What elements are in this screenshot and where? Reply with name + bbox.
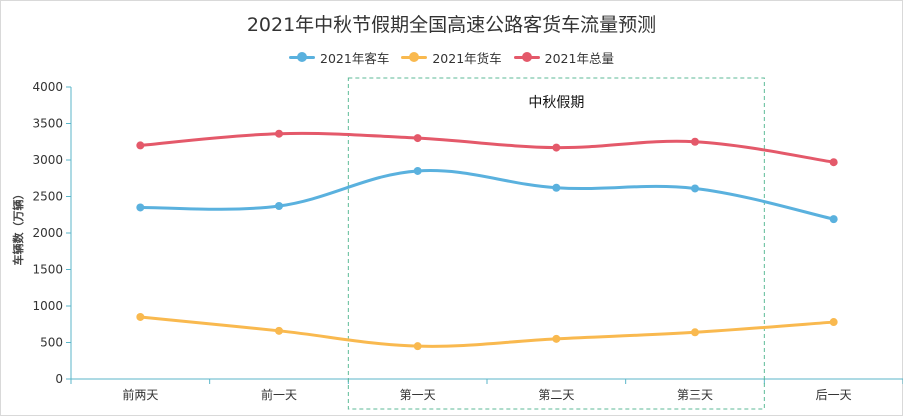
legend-item-truck[interactable]: 2021年货车 <box>401 48 502 67</box>
legend-dot-truck <box>409 52 420 62</box>
legend-dot-bus <box>297 52 308 62</box>
x-tick-label: 第一天 <box>400 388 436 402</box>
data-point-bus <box>829 215 838 224</box>
legend-item-bus[interactable]: 2021年客车 <box>289 48 389 67</box>
data-point-truck <box>136 312 145 321</box>
y-tick-label: 3000 <box>32 153 63 167</box>
legend-dot-total <box>521 52 532 62</box>
data-point-bus <box>413 166 422 175</box>
y-tick-label: 3500 <box>32 117 63 131</box>
legend-label-total: 2021年总量 <box>544 50 614 66</box>
x-tick-label: 前一天 <box>261 387 297 402</box>
chart-title: 2021年中秋节假期全国高速公路客货车流量预测 <box>246 14 657 36</box>
legend-label-bus: 2021年客车 <box>320 50 390 66</box>
y-tick-label: 2500 <box>32 190 63 204</box>
y-tick-label: 500 <box>40 336 63 350</box>
data-point-total <box>552 143 561 152</box>
data-point-bus <box>136 203 145 212</box>
series-line-total <box>138 131 836 164</box>
x-tick-label: 后一天 <box>816 388 852 402</box>
legend-swatch-truck <box>401 51 428 63</box>
data-point-truck <box>829 318 838 327</box>
data-point-total <box>691 137 699 146</box>
data-point-total <box>829 158 838 167</box>
holiday-period-label: 中秋假期 <box>528 95 584 111</box>
data-point-total <box>413 134 422 143</box>
data-point-bus <box>275 201 283 210</box>
data-point-truck <box>691 328 699 337</box>
y-tick-label: 1500 <box>32 263 63 277</box>
data-point-total <box>275 129 283 138</box>
data-point-bus <box>691 184 699 193</box>
y-axis-title: 车辆数（万辆） <box>11 189 25 266</box>
legend-label-truck: 2021年货车 <box>432 50 502 66</box>
legend-item-total[interactable]: 2021年总量 <box>513 48 614 67</box>
holiday-period-box <box>347 77 765 410</box>
chart-legend: 2021年客车 2021年货车 2021年总量 <box>0 48 903 66</box>
data-point-truck <box>413 342 422 351</box>
series-line-truck <box>138 315 836 348</box>
x-tick-label: 第三天 <box>677 388 713 402</box>
x-tick-label: 第二天 <box>538 388 574 402</box>
data-point-total <box>136 141 145 150</box>
series-line-bus <box>138 169 836 221</box>
y-tick-label: 1000 <box>32 299 63 313</box>
data-point-bus <box>552 183 561 192</box>
y-tick-label: 0 <box>55 372 63 386</box>
legend-swatch-total <box>513 51 540 63</box>
y-tick-label: 2000 <box>32 226 63 240</box>
data-point-truck <box>275 326 283 335</box>
data-point-truck <box>552 334 561 343</box>
legend-swatch-bus <box>289 51 316 63</box>
y-tick-label: 4000 <box>32 80 63 94</box>
x-tick-label: 前两天 <box>122 387 158 402</box>
